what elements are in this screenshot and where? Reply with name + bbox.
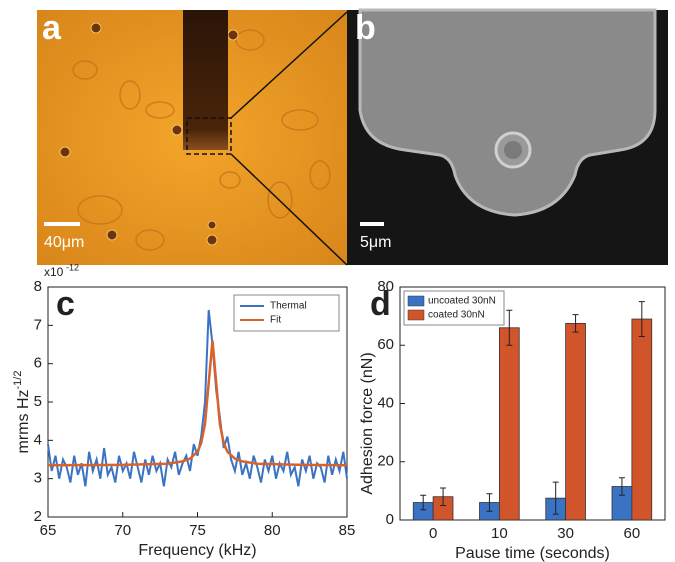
bar [565,323,586,521]
sem-image-b [347,8,668,265]
x-tick-label: 70 [114,522,131,539]
error-bar [638,301,645,338]
legend-swatch [407,309,425,321]
x-tick-label: 30 [557,525,574,542]
axis-multiplier: x10 [44,265,64,279]
y-tick-label: 2 [34,508,42,525]
legend-box [233,294,340,332]
y-tick-label: 0 [386,511,394,528]
plot-area [399,286,666,521]
legend-label: Fit [270,315,281,326]
y-tick-label: 4 [34,431,42,448]
axis-multiplier-exp: -12 [66,262,79,272]
bar [498,327,520,521]
y-axis-label: Adhesion force (nN) [359,352,376,494]
panel-label: b [355,9,376,47]
y-tick-label: 7 [34,316,42,333]
error-bar [506,309,513,346]
x-tick-label: 10 [491,525,508,542]
x-axis-label: Frequency (kHz) [138,542,256,559]
y-tick-label: 40 [377,394,394,411]
y-axis-label-main: mrms Hz [15,389,32,453]
panel-label: a [42,9,62,47]
panel-label: d [370,285,391,323]
bar [631,318,653,521]
y-tick-label: 8 [34,278,42,295]
error-bar [572,314,579,333]
y-tick-label: 3 [34,470,42,487]
panel-label: c [56,285,75,323]
scale-bar-label: 5μm [360,234,391,251]
legend-label: Thermal [270,301,307,312]
y-tick-label: 5 [34,393,42,410]
legend-label: uncoated 30nN [428,296,496,307]
error-bar [440,487,447,506]
x-axis-label: Pause time (seconds) [455,545,610,562]
error-bar [486,493,493,512]
x-tick-label: 80 [264,522,281,539]
y-axis-label-exp: -1/2 [12,371,24,390]
y-axis-label: mrms Hz-1/2 [12,371,32,454]
scale-bar-label: 40μm [44,234,84,251]
y-tick-label: 6 [34,355,42,372]
x-tick-label: 60 [624,525,641,542]
y-tick-label: 20 [377,453,394,470]
series-line [47,340,348,467]
legend-label: coated 30nN [428,310,485,321]
error-bar [420,494,427,511]
y-tick-label: 60 [377,336,394,353]
micrograph-a [37,10,348,266]
y-tick-label: 80 [377,278,394,295]
x-tick-label: 0 [429,525,437,542]
x-tick-label: 65 [40,522,57,539]
x-tick-label: 85 [339,522,356,539]
legend-swatch [407,295,425,307]
error-bar [618,477,625,496]
error-bar [552,481,559,515]
x-tick-label: 75 [189,522,206,539]
